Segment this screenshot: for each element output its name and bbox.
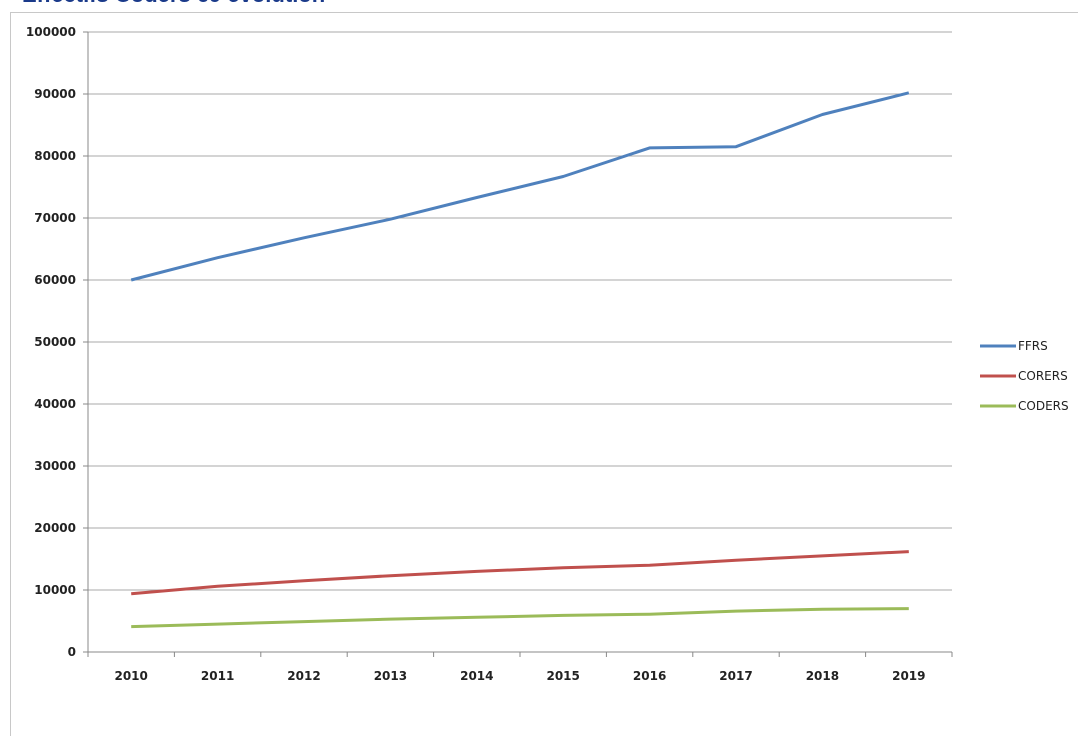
gridlines [88,31,952,591]
x-tick-label: 2017 [719,669,752,683]
series-line-corers [131,550,909,596]
y-tick-labels: 0 10000 20000 30000 40000 50000 60000 70000 8000… [26,25,76,659]
x-tick-label: 2016 [633,669,666,683]
y-tick-label: 80000 [34,149,76,163]
y-tick-label: 70000 [34,211,76,225]
chart-title: Effectifs Coders 69 evolution [22,0,325,8]
x-tick-label: 2013 [374,669,407,683]
y-tick-label: 40000 [34,397,76,411]
y-tick-label: 30000 [34,459,76,473]
x-tick-label: 2014 [460,669,493,683]
y-tick-label: 50000 [34,335,76,349]
y-tick-label: 100000 [26,25,76,39]
x-tick-label: 2019 [892,669,925,683]
y-tick-label: 0 [68,645,76,659]
x-tick-label: 2011 [201,669,234,683]
legend-label-corers: CORERS [1018,369,1068,383]
legend-label-coders: CODERS [1018,399,1069,413]
x-tick-label: 2015 [546,669,579,683]
chart-frame [10,12,1078,736]
x-tick-label: 2012 [287,669,320,683]
x-tick-labels: 2010 2011 2012 2013 2014 2015 2016 2017 2018 2019 [114,669,925,683]
x-tick-label: 2010 [114,669,147,683]
y-tick-label: 20000 [34,521,76,535]
series-lines [130,91,910,629]
series-line-ffrs [130,91,910,282]
y-tick-label: 10000 [34,583,76,597]
series-line-coders [131,607,909,629]
legend-label-ffrs: FFRS [1018,339,1048,353]
axes [83,31,953,657]
legend: FFRS CORERS CODERS [980,339,1069,413]
y-tick-label: 90000 [34,87,76,101]
y-tick-label: 60000 [34,273,76,287]
x-tick-label: 2018 [806,669,839,683]
